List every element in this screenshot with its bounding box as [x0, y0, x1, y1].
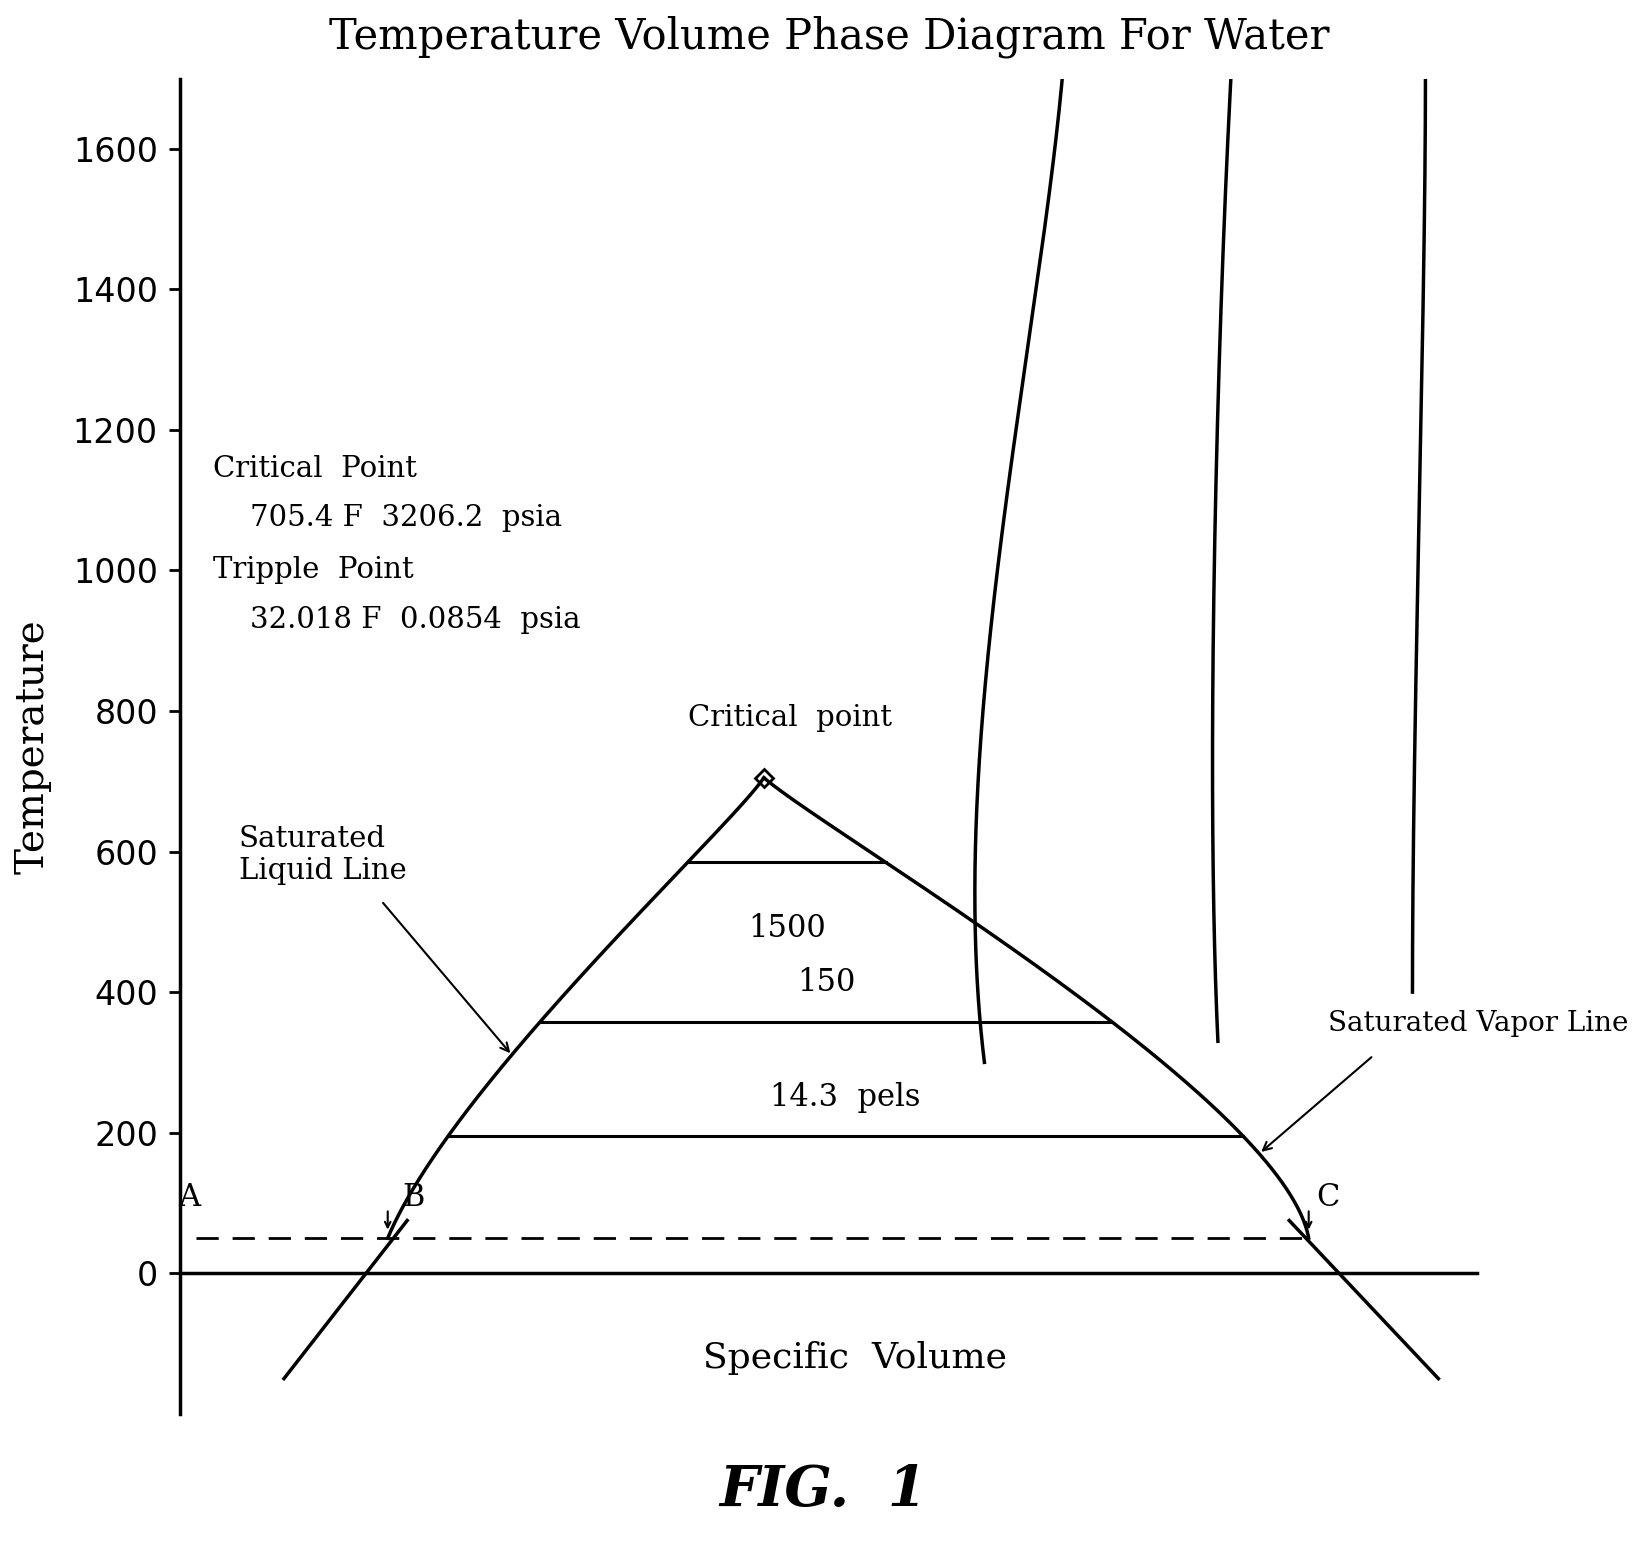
Text: Saturated
Liquid Line: Saturated Liquid Line — [239, 825, 407, 885]
Text: FIG.  1: FIG. 1 — [719, 1463, 927, 1519]
Text: A: A — [178, 1182, 201, 1213]
Text: C: C — [1317, 1182, 1340, 1213]
Y-axis label: Temperature: Temperature — [15, 618, 53, 873]
Text: 705.4 F  3206.2  psia: 705.4 F 3206.2 psia — [212, 503, 561, 531]
Text: Critical  point: Critical point — [688, 704, 892, 731]
Text: Specific  Volume: Specific Volume — [703, 1340, 1007, 1374]
Text: 150: 150 — [797, 968, 856, 999]
Text: Saturated Vapor Line: Saturated Vapor Line — [1328, 1011, 1628, 1037]
Title: Temperature Volume Phase Diagram For Water: Temperature Volume Phase Diagram For Wat… — [329, 16, 1328, 57]
Text: 32.018 F  0.0854  psia: 32.018 F 0.0854 psia — [212, 606, 581, 634]
Text: 14.3  pels: 14.3 pels — [770, 1082, 920, 1114]
Text: Critical  Point: Critical Point — [212, 455, 416, 483]
Text: 1500: 1500 — [749, 913, 826, 944]
Text: Tripple  Point: Tripple Point — [212, 556, 413, 584]
Text: B: B — [403, 1182, 425, 1213]
